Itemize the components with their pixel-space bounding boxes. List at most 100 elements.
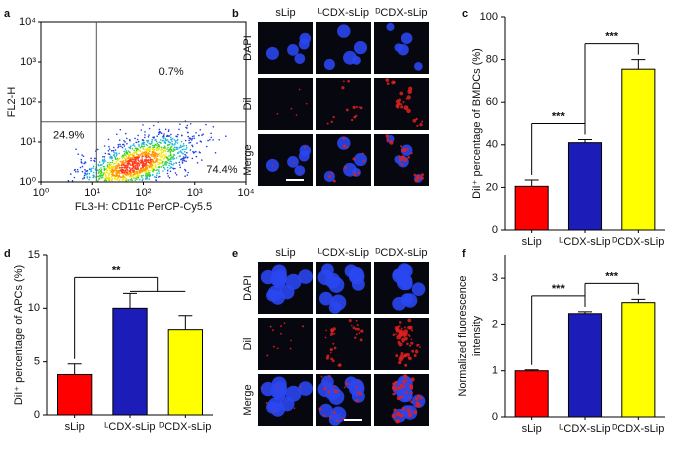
event-dot (202, 133, 204, 136)
event-dot (169, 150, 171, 152)
event-dot (137, 163, 139, 165)
event-dot (164, 168, 166, 170)
nucleus (411, 282, 426, 296)
event-dot (114, 158, 117, 160)
event-dot (196, 162, 199, 164)
event-dot (122, 174, 124, 176)
nucleus (400, 277, 413, 290)
panel-label: e (232, 248, 238, 260)
dil-signal (361, 152, 364, 155)
dil-signal (352, 171, 356, 174)
event-dot (143, 141, 146, 144)
event-dot (138, 144, 140, 146)
event-dot (165, 153, 167, 155)
event-dot (122, 169, 125, 171)
event-dot (168, 164, 170, 167)
event-dot (187, 131, 189, 134)
event-dot (207, 139, 209, 142)
event-dot (201, 134, 203, 136)
event-dot (142, 148, 145, 150)
dil-signal (409, 386, 414, 390)
dil-signal (420, 173, 424, 177)
dil-signal (407, 318, 412, 323)
y-tick-label: 10⁴ (19, 16, 36, 28)
dil-signal (395, 333, 397, 335)
error-bar (631, 59, 646, 70)
bar (621, 68, 656, 231)
dil-signal (362, 160, 365, 163)
event-dot (162, 170, 164, 172)
event-dot (164, 156, 166, 158)
event-dot (126, 153, 129, 155)
event-dot (175, 157, 178, 159)
event-dot (191, 137, 193, 140)
event-dot (166, 172, 169, 175)
event-dot (181, 161, 184, 163)
event-dot (117, 177, 119, 180)
event-dot (113, 174, 115, 176)
event-dot (124, 176, 126, 179)
column-label: ᴰCDX-sLip (375, 247, 427, 259)
dil-signal (395, 354, 399, 358)
event-dot (158, 141, 160, 143)
row-label: DAPI (242, 275, 254, 301)
event-dot (175, 141, 177, 144)
event-dot (154, 139, 156, 141)
event-dot (118, 174, 120, 177)
event-dot (134, 173, 136, 175)
dil-signal (330, 357, 333, 361)
dil-signal (336, 419, 339, 423)
event-dot (214, 152, 217, 154)
event-dot (133, 165, 135, 167)
event-dot (152, 151, 155, 154)
event-dot (163, 133, 165, 135)
dil-signal (295, 114, 298, 116)
dil-signal (400, 105, 404, 109)
event-dot (158, 128, 161, 131)
dil-signal (341, 86, 345, 90)
event-dot (153, 146, 156, 148)
event-dot (93, 160, 96, 163)
event-dot (109, 155, 112, 157)
sig-label: ** (112, 264, 121, 276)
panel-label: a (4, 8, 11, 20)
dil-signal (293, 407, 296, 410)
dil-signal (283, 322, 286, 325)
event-dot (117, 176, 120, 178)
dil-signal (416, 174, 421, 180)
event-dot (81, 162, 83, 164)
dil-signal (401, 384, 405, 389)
event-dot (92, 165, 95, 168)
event-dot (133, 145, 136, 147)
event-dot (107, 138, 110, 141)
dil-signal (323, 386, 327, 390)
dil-signal (320, 375, 323, 378)
dil-signal (410, 341, 414, 345)
event-dot (144, 136, 146, 139)
event-dot (184, 175, 186, 177)
event-dot (178, 155, 181, 158)
nucleus (392, 296, 407, 311)
event-dot (104, 160, 106, 162)
event-dot (156, 155, 159, 157)
dil-signal (407, 356, 411, 360)
y-tick-label: 10¹ (20, 136, 36, 148)
event-dot (147, 136, 150, 138)
event-dot (168, 129, 170, 131)
event-dot (118, 172, 121, 175)
error-bar (578, 311, 592, 314)
dil-signal (298, 88, 301, 91)
event-dot (132, 163, 135, 165)
dil-signal (417, 343, 420, 346)
dil-signal (328, 374, 331, 378)
dil-signal (414, 350, 419, 354)
dil-signal (333, 385, 336, 388)
dil-signal (406, 148, 409, 151)
event-dot (174, 172, 177, 174)
event-dot (109, 161, 112, 164)
event-dot (93, 175, 95, 178)
event-dot (127, 157, 129, 160)
event-dot (105, 168, 108, 170)
event-dot (115, 155, 118, 157)
sig-label: *** (552, 110, 566, 122)
